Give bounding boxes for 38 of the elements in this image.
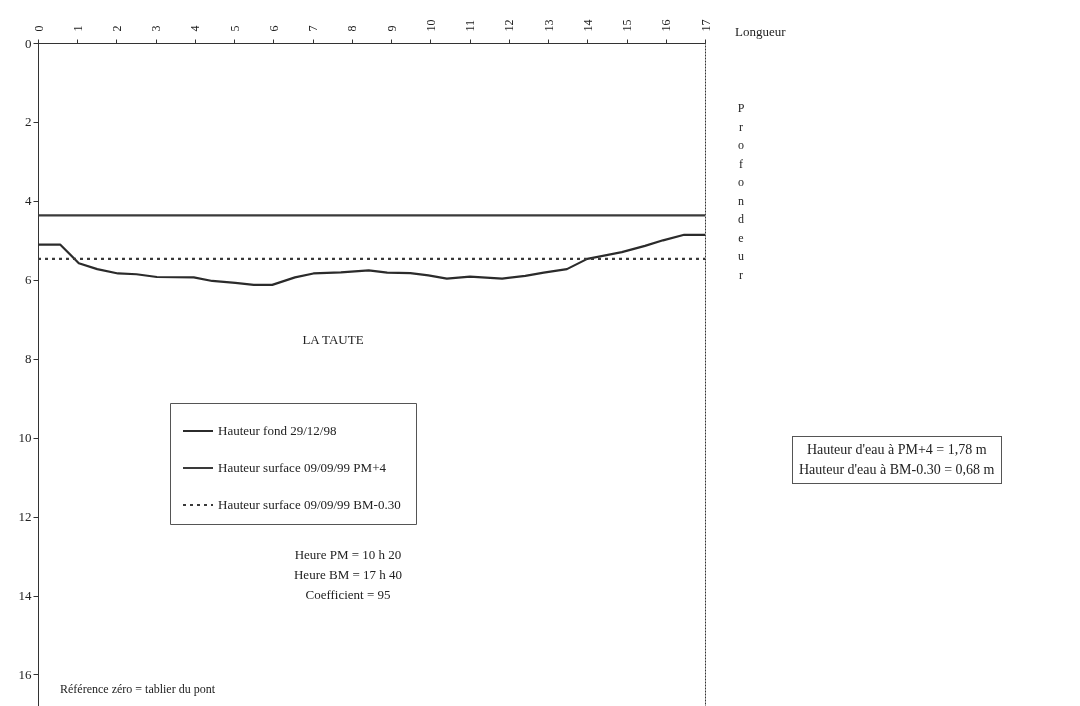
x-tick-label: 6: [266, 25, 281, 32]
y-tick-label: 12: [18, 509, 32, 525]
y-tick-label: 8: [25, 351, 32, 367]
x-tick-label: 15: [620, 19, 635, 32]
y-tick-label: 4: [25, 193, 32, 209]
y-tick-label: 14: [18, 588, 32, 603]
x-tick-label: 17: [698, 19, 713, 32]
y-tick-label: 10: [18, 430, 32, 446]
x-tick-label: 10: [423, 19, 438, 32]
x-tick-label: 5: [227, 25, 242, 32]
legend-label: Hauteur surface 09/09/99 BM-0.30: [218, 497, 401, 512]
x-tick-label: 11: [463, 19, 478, 32]
x-tick-label: 12: [502, 19, 517, 32]
annotation: Heure PM = 10 h 20: [294, 547, 402, 562]
annotation: Référence zéro = tablier du pont: [60, 682, 216, 696]
y-tick-label: 6: [25, 272, 32, 288]
x-tick-label: 14: [580, 19, 595, 32]
x-tick-label: 8: [345, 25, 360, 32]
x-axis-title: Longueur: [735, 24, 787, 39]
y-tick-label: 16: [18, 666, 32, 682]
x-tick-label: 9: [384, 25, 399, 32]
x-tick-label: 0: [31, 25, 46, 32]
x-tick-label: 2: [109, 25, 124, 32]
x-tick-label: 7: [306, 25, 321, 32]
y-tick-label: 2: [25, 114, 32, 130]
x-tick-label: 1: [70, 25, 85, 32]
x-tick-label: 3: [149, 25, 164, 32]
legend-label: Hauteur fond 29/12/98: [218, 423, 337, 438]
annotation: LA TAUTE: [302, 332, 364, 347]
legend-label: Hauteur surface 09/09/99 PM+4: [218, 460, 387, 475]
x-tick-label: 16: [659, 19, 674, 32]
note-box: Hauteur d'eau à PM+4 = 1,78 m Hauteur d'eau à BM-0.30 = 0,68 m: [792, 436, 1002, 484]
x-tick-label: 4: [188, 25, 203, 32]
annotation: Coefficient = 95: [305, 587, 391, 602]
text: Profondeur: [737, 101, 745, 282]
y-tick-label: 0: [25, 35, 32, 51]
x-tick-label: 13: [541, 19, 556, 32]
annotation: Heure BM = 17 h 40: [293, 567, 403, 582]
